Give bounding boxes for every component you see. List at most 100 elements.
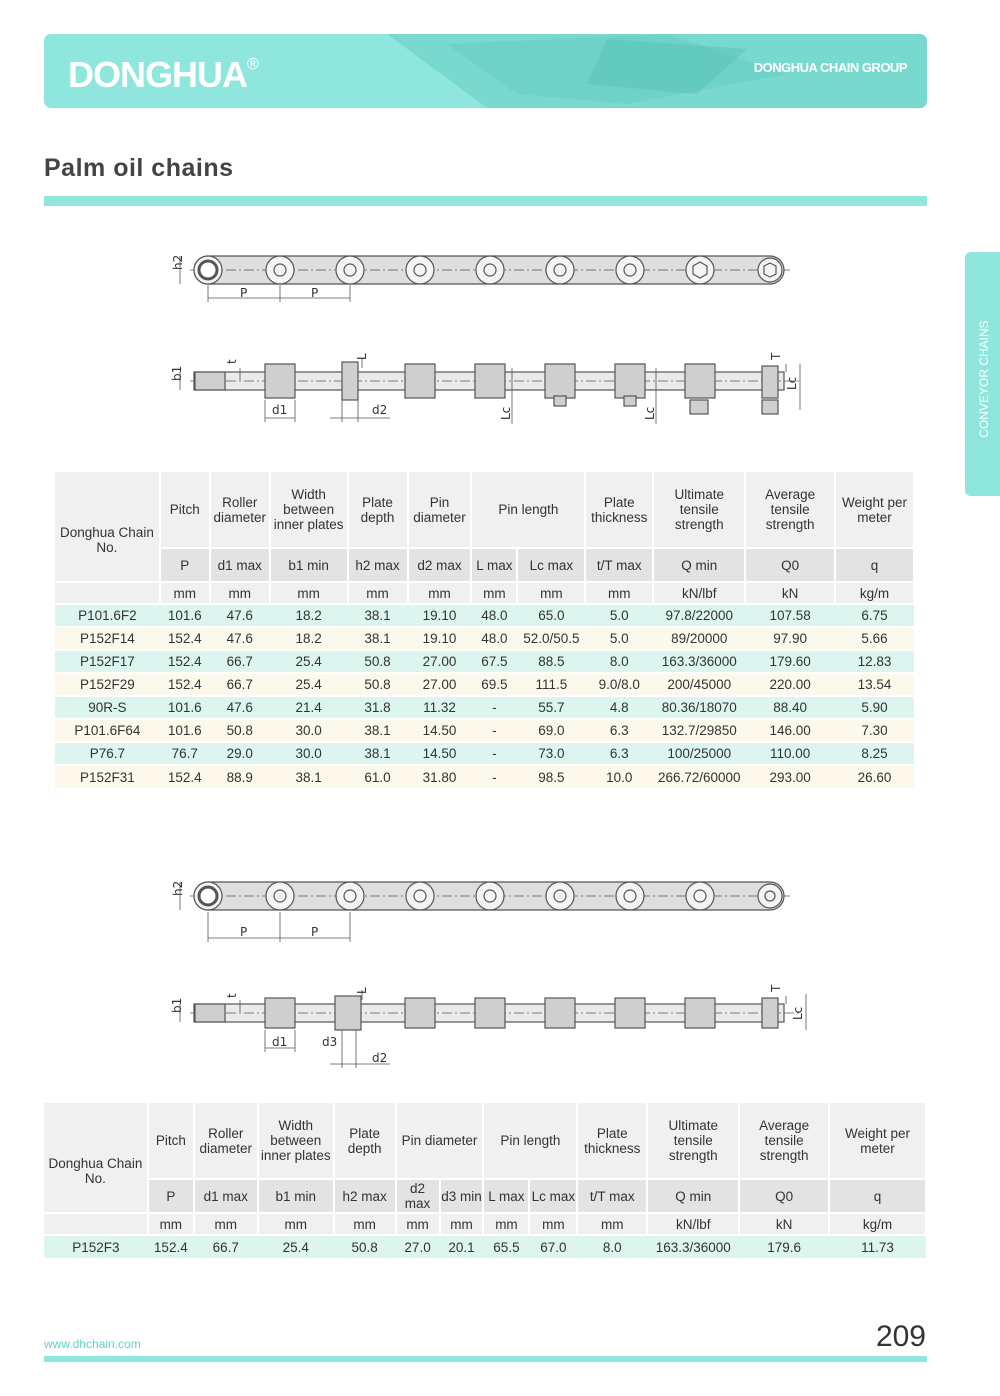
header-plate-thickness: Plate thickness (585, 472, 655, 548)
table-cell: 90R-S (55, 695, 160, 719)
table-cell: 25.4 (257, 1234, 334, 1258)
table-cell: 19.10 (407, 626, 472, 650)
table-cell: 67.5 (471, 649, 518, 673)
header-banner: DONGHUA® DONGHUA CHAIN GROUP (44, 34, 927, 108)
symbol-cell: Q0 (739, 1178, 831, 1213)
table-cell: 152.4 (159, 626, 210, 650)
unit-blank (44, 1212, 149, 1235)
label-l: L (355, 353, 369, 360)
header-average-tensile: Average tensile strength (745, 472, 837, 548)
label-lc: Lc (791, 1007, 805, 1020)
table-row: P152F31 152.4 88.9 38.1 61.0 31.80-98.5 10.0 26… (55, 764, 914, 788)
table-cell: P152F3 (44, 1234, 148, 1258)
table-cell: - (471, 718, 518, 742)
table-cell: 66.7 (193, 1234, 258, 1258)
footer-url[interactable]: www.dhchain.com (44, 1337, 141, 1351)
table-cell: 25.4 (269, 649, 348, 673)
table-cell: 80.36/18070 (653, 695, 746, 719)
chain-top-view-2 (179, 990, 807, 1068)
symbol-cell: d2 max (395, 1178, 441, 1213)
table-cell: 26.60 (835, 764, 914, 788)
table-row: P152F17 152.4 66.7 25.4 50.8 27.00 67.5 88.5 8.0… (55, 649, 914, 673)
table-cell: 152.4 (147, 1234, 194, 1258)
header-weight: Weight per meter (829, 1103, 927, 1179)
symbol-cell: t/T max (577, 1178, 649, 1213)
label-d2: d2 (372, 403, 387, 417)
header-roller-diameter: Roller diameter (193, 1103, 259, 1179)
table-cell: 50.8 (347, 672, 408, 696)
unit-cell: mm (333, 1212, 397, 1235)
table-cell: 65.5 (483, 1234, 530, 1258)
table-cell: 76.7 (159, 741, 210, 765)
table-cell: 266.72/60000 (653, 764, 746, 788)
table-row: P101.6F2 101.6 47.6 18.2 38.1 19.10 48.0 65.0 5.… (55, 603, 914, 627)
unit-cell: kg/m (835, 581, 915, 604)
table-cell: - (471, 741, 518, 765)
table-cell: 9.0/8.0 (585, 672, 654, 696)
table-cell: 31.80 (407, 764, 472, 788)
symbol-cell: Q0 (745, 547, 837, 582)
table-cell: 19.10 (407, 603, 472, 627)
table-cell: 50.8 (209, 718, 270, 742)
table-cell: 152.4 (159, 672, 210, 696)
table-cell: 12.83 (835, 649, 914, 673)
spec-table-2: Donghua Chain No. Pitch Roller diameter … (44, 1103, 927, 1258)
table-cell: P101.6F64 (55, 718, 160, 742)
unit-cell: mm (269, 581, 349, 604)
table-cell: 13.54 (835, 672, 914, 696)
symbol-cell: P (159, 547, 211, 582)
header-plate-depth: Plate depth (333, 1103, 397, 1179)
symbol-cell: d1 max (209, 547, 271, 582)
table-cell: - (471, 764, 518, 788)
header-pin-diameter: Pin diameter (407, 472, 473, 548)
table-cell: - (471, 695, 518, 719)
table-cell: 11.73 (829, 1234, 926, 1258)
symbol-cell: q (829, 1178, 927, 1213)
unit-cell: kN (745, 581, 837, 604)
label-t: t (225, 993, 239, 998)
table-cell: P101.6F2 (55, 603, 160, 627)
header-pin-length: Pin length (483, 1103, 579, 1179)
table-cell: 50.8 (333, 1234, 396, 1258)
symbol-cell: d1 max (193, 1178, 259, 1213)
header-weight: Weight per meter (835, 472, 915, 548)
table-row: P101.6F64 101.6 50.8 30.0 38.1 14.50-69.0 6.3 1… (55, 718, 914, 742)
table-cell: 8.0 (585, 649, 654, 673)
table-cell: P152F31 (55, 764, 160, 788)
table-cell: 11.32 (407, 695, 472, 719)
table-cell: 220.00 (745, 672, 836, 696)
label-t-upper: T (769, 352, 783, 361)
unit-cell: mm (483, 1212, 531, 1235)
table-cell: 10.0 (585, 764, 654, 788)
table-cell: 29.0 (209, 741, 270, 765)
unit-cell: kg/m (829, 1212, 927, 1235)
table-cell: P76.7 (55, 741, 160, 765)
table-cell: 47.6 (209, 603, 270, 627)
table-cell: 146.00 (745, 718, 836, 742)
table-cell: 55.7 (517, 695, 586, 719)
table-cell: 27.00 (407, 672, 472, 696)
table-cell: P152F17 (55, 649, 160, 673)
table-cell: 69.5 (471, 672, 518, 696)
unit-blank (55, 581, 161, 604)
spec-table-1: Donghua Chain No. Pitch Roller diameter … (55, 472, 915, 788)
table-cell: 6.75 (835, 603, 914, 627)
group-name: DONGHUA CHAIN GROUP (753, 60, 908, 75)
side-tab[interactable]: CONVEYOR CHAINS (965, 252, 1000, 496)
table-cell: 179.6 (739, 1234, 830, 1258)
table-cell: 38.1 (347, 603, 408, 627)
symbol-cell: b1 min (269, 547, 349, 582)
table-row: 90R-S 101.6 47.6 21.4 31.8 11.32-55.7 4.8 80.36… (55, 695, 914, 719)
label-lc: Lc (643, 407, 657, 420)
unit-cell: mm (471, 581, 519, 604)
header-ultimate-tensile: Ultimate tensile strength (653, 472, 747, 548)
table-cell: 152.4 (159, 649, 210, 673)
header-pitch: Pitch (159, 472, 211, 548)
table-cell: 111.5 (517, 672, 586, 696)
table-cell: 67.0 (529, 1234, 578, 1258)
label-d2: d2 (372, 1051, 387, 1065)
table-row: P76.7 76.7 29.0 30.0 38.1 14.50-73.0 6.3 100/25… (55, 741, 914, 765)
unit-cell: mm (585, 581, 655, 604)
table-cell: 8.25 (835, 741, 914, 765)
